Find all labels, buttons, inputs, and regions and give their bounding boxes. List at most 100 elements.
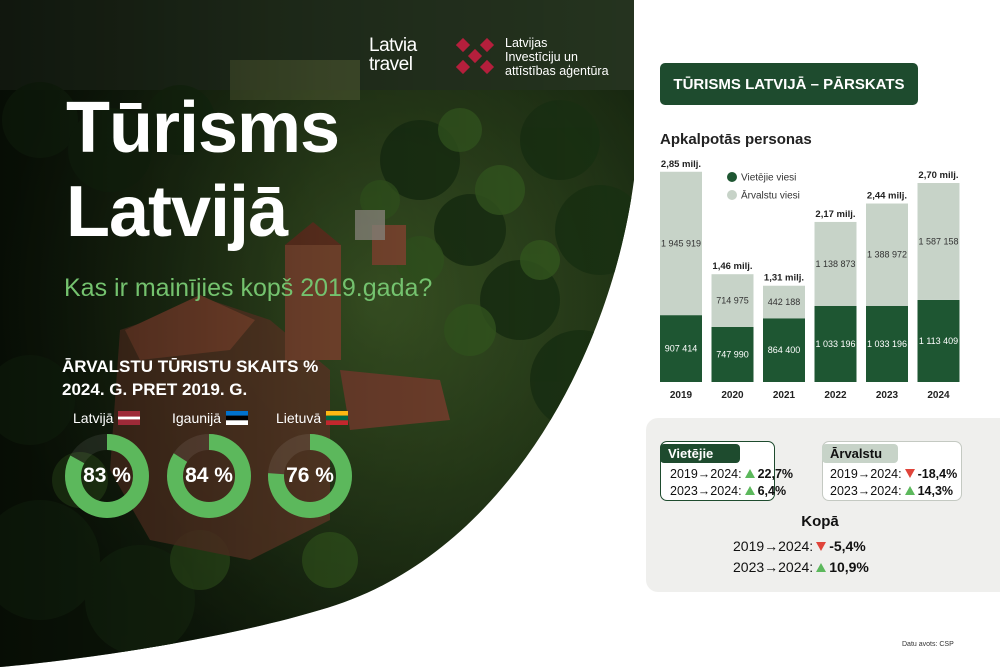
foreign-line-2: 2023→2024: 14,3% xyxy=(830,484,953,498)
foreign-line-1-value: -18,4% xyxy=(917,467,958,481)
domestic-line-2-value: 6,4% xyxy=(757,484,787,498)
bar-value-label: 1 113 409 xyxy=(919,336,958,346)
bar-total-label: 2,70 milj. xyxy=(918,170,958,181)
bar-value-label: 1 945 919 xyxy=(661,238,701,248)
bar-value-label: 747 990 xyxy=(716,349,749,359)
donut-country-estonia: Igaunijā xyxy=(172,410,222,426)
legend-swatch xyxy=(727,172,737,182)
bar-foreign-2021 xyxy=(763,285,805,319)
arrow-up-icon xyxy=(904,486,915,495)
estonia-flag-icon xyxy=(226,411,249,425)
bar-value-label: 1 033 196 xyxy=(815,339,855,349)
liaa-logo-text: Latvijas Investīciju un attīstības aģent… xyxy=(505,36,609,78)
total-line-1: 2019→2024: -5,4% xyxy=(733,538,866,554)
x-tick-label: 2024 xyxy=(927,390,950,401)
bar-value-label: 442 188 xyxy=(768,297,801,307)
bar-foreign-2020 xyxy=(711,274,754,327)
bar-total-label: 1,46 milj. xyxy=(712,261,752,272)
donut-value-estonia: 84 % xyxy=(185,464,233,487)
liaa-line-3: attīstības aģentūra xyxy=(505,64,609,78)
bar-value-label: 864 400 xyxy=(768,345,801,355)
domestic-tag: Vietējie xyxy=(660,444,740,463)
x-tick-label: 2023 xyxy=(876,390,899,401)
donut-country-latvia: Latvijā xyxy=(73,410,114,426)
foreign-section-heading-1: ĀRVALSTU TŪRISTU SKAITS % xyxy=(62,357,319,376)
legend-label: Vietējie viesi xyxy=(741,173,796,184)
bar-value-label: 714 975 xyxy=(716,296,749,306)
bar-total-label: 2,85 milj. xyxy=(661,159,701,170)
donut-charts xyxy=(65,434,352,518)
bar-foreign-2023 xyxy=(866,203,908,306)
bar-foreign-2024 xyxy=(917,183,960,300)
bar-total-label: 2,17 milj. xyxy=(815,209,855,220)
x-tick-label: 2019 xyxy=(670,390,693,401)
bar-value-label: 1 033 196 xyxy=(867,339,907,349)
overview-header: TŪRISMS LATVIJĀ – PĀRSKATS xyxy=(660,63,918,105)
foreign-line-1-period: 2019→2024: xyxy=(830,467,902,481)
liaa-line-2: Investīciju un xyxy=(505,50,578,64)
latvia-travel-logo-line-2: travel xyxy=(369,54,413,75)
domestic-line-1-period: 2019→2024: xyxy=(670,467,742,481)
hero-title-line-1: Tūrisms xyxy=(66,88,340,168)
bar-foreign-2022 xyxy=(814,221,857,306)
legend-label: Ārvalstu viesi xyxy=(741,190,800,202)
arrow-down-icon xyxy=(816,542,827,551)
donut-latvia xyxy=(65,434,149,518)
latvia-travel-logo: Latvia travel xyxy=(369,36,417,74)
chart-title: Apkalpotās personas xyxy=(660,131,812,148)
bar-total-label: 1,31 milj. xyxy=(764,273,804,284)
arrow-up-icon xyxy=(816,563,827,572)
donut-label-lithuania: Lietuvā xyxy=(276,410,349,426)
total-title: Kopā xyxy=(801,513,839,530)
domestic-line-1-value: 22,7% xyxy=(757,467,794,481)
foreign-line-2-period: 2023→2024: xyxy=(830,484,902,498)
donut-country-lithuania: Lietuvā xyxy=(276,410,322,426)
donut-lithuania xyxy=(268,434,352,518)
donut-value-latvia: 83 % xyxy=(83,464,131,487)
liaa-line-1: Latvijas xyxy=(505,36,548,50)
lithuania-flag-icon xyxy=(326,411,349,425)
latvia-flag-icon xyxy=(118,411,141,425)
total-line-2: 2023→2024: 10,9% xyxy=(733,559,869,575)
donut-arc xyxy=(167,434,251,518)
bar-foreign-2019 xyxy=(660,171,702,316)
donut-label-estonia: Igaunijā xyxy=(172,410,249,426)
foreign-tag: Ārvalstu xyxy=(822,444,898,463)
legend-swatch xyxy=(727,190,737,200)
donut-arc xyxy=(65,434,149,518)
latvia-travel-logo-line-1: Latvia xyxy=(369,35,417,56)
total-line-1-value: -5,4% xyxy=(829,538,866,554)
bar-value-label: 1 138 873 xyxy=(815,259,855,269)
donut-arc xyxy=(268,434,352,518)
domestic-line-1: 2019→2024: 22,7% xyxy=(670,467,793,481)
bar-domestic-2023 xyxy=(866,305,908,382)
liaa-logo-icon xyxy=(456,38,495,74)
bar-total-label: 2,44 milj. xyxy=(867,191,907,202)
bar-value-label: 907 414 xyxy=(665,344,698,354)
x-tick-label: 2021 xyxy=(773,390,796,401)
total-line-2-period: 2023→2024: xyxy=(733,559,814,575)
foreign-line-1: 2019→2024: -18,4% xyxy=(830,467,957,481)
bar-value-label: 1 388 972 xyxy=(867,250,907,260)
stacked-bar-chart: 907 414 1 945 919 2,85 milj. 2019 747 990 714… xyxy=(660,159,960,401)
bar-value-label: 1 587 158 xyxy=(918,236,958,246)
bar-domestic-2021 xyxy=(763,318,805,382)
data-source: Datu avots: CSP xyxy=(902,641,954,648)
bar-domestic-2024 xyxy=(917,299,960,382)
hero-subtitle: Kas ir mainījies kopš 2019.gada? xyxy=(64,274,433,302)
x-tick-label: 2020 xyxy=(721,390,744,401)
x-tick-label: 2022 xyxy=(824,390,847,401)
total-line-1-period: 2019→2024: xyxy=(733,538,814,554)
foreign-line-2-value: 14,3% xyxy=(917,484,954,498)
arrow-up-icon xyxy=(744,469,755,478)
donut-value-lithuania: 76 % xyxy=(286,464,334,487)
foreign-section-heading-2: 2024. G. PRET 2019. G. xyxy=(62,380,248,399)
arrow-up-icon xyxy=(744,486,755,495)
donut-estonia xyxy=(167,434,251,518)
bar-domestic-2019 xyxy=(660,315,702,382)
bar-domestic-2022 xyxy=(814,305,857,382)
domestic-line-2: 2023→2024: 6,4% xyxy=(670,484,786,498)
total-line-2-value: 10,9% xyxy=(829,559,869,575)
bar-domestic-2020 xyxy=(711,326,754,382)
